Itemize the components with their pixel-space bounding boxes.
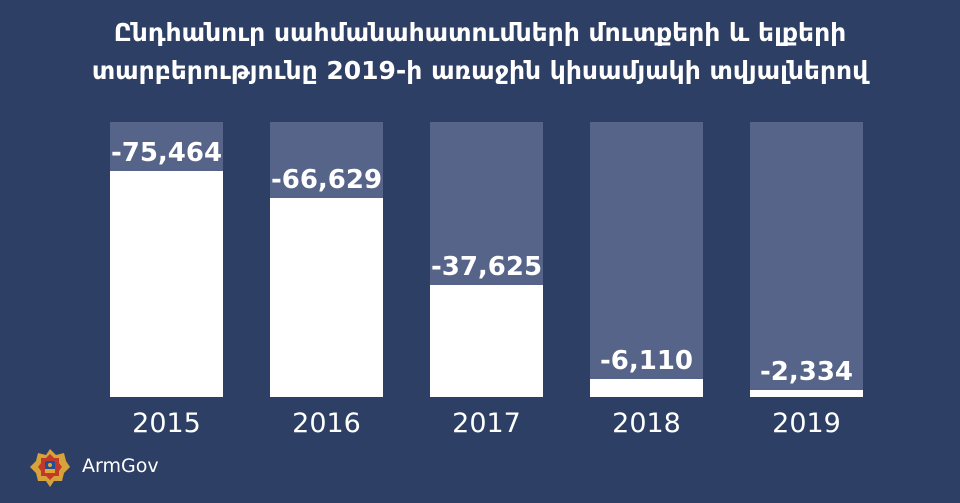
bar-track-2018: [590, 122, 703, 397]
data-label-2017: -37,625: [431, 252, 542, 282]
data-label-2015: -75,464: [111, 138, 222, 168]
bar-track-2019: [750, 122, 863, 397]
bar-2019: [750, 390, 863, 397]
bar-2015: [110, 171, 223, 397]
x-tick-label-2015: 2015: [132, 408, 201, 439]
data-label-2016: -66,629: [271, 165, 382, 195]
bar-2018: [590, 379, 703, 397]
chart-title-line-1: Ընդհանուր սահմանահատումների մուտքերի և ե…: [113, 18, 847, 47]
brand-name: ArmGov: [82, 455, 159, 477]
x-tick-label-2018: 2018: [612, 408, 681, 439]
bar-2016: [270, 198, 383, 397]
data-label-2018: -6,110: [600, 346, 693, 376]
data-label-2019: -2,334: [760, 357, 853, 387]
x-tick-label-2016: 2016: [292, 408, 361, 439]
x-tick-label-2017: 2017: [452, 408, 521, 439]
chart-title: Ընդհանուր սահմանահատումների մուտքերի և ե…: [0, 14, 960, 90]
coat-of-arms-icon: [30, 449, 70, 487]
chart-title-line-2: տարբերությունը 2019-ի առաջին կիսամյակի տ…: [91, 56, 869, 85]
bar-2017: [430, 285, 543, 397]
x-tick-label-2019: 2019: [772, 408, 841, 439]
